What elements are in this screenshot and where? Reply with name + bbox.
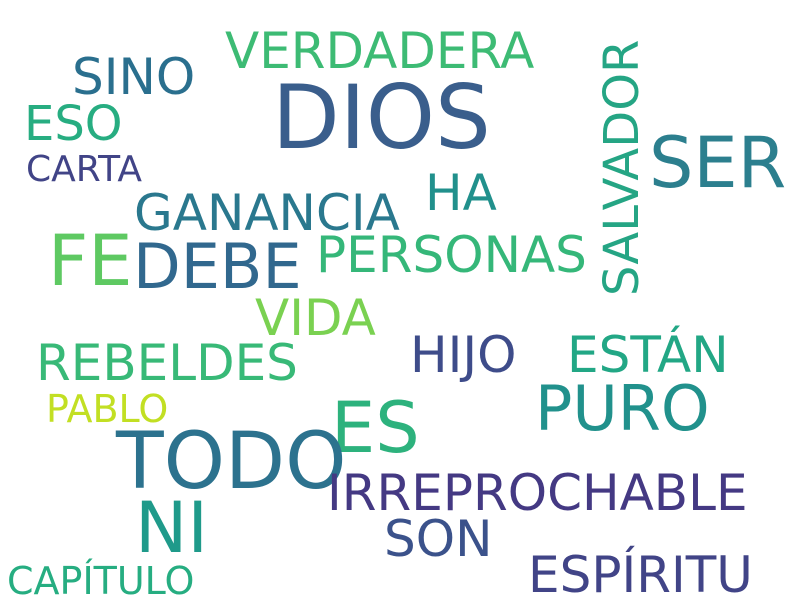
word-ha: HA [425, 164, 497, 222]
word-irreprochable: IRREPROCHABLE [327, 464, 748, 522]
word-pablo: PABLO [46, 387, 169, 431]
word-sino: SINO [72, 48, 196, 106]
word-ser: SER [649, 122, 787, 204]
word-hijo: HIJO [410, 326, 517, 384]
word-verdadera: VERDADERA [225, 22, 535, 80]
word-puro: PURO [535, 372, 710, 445]
word-estan: ESTÁN [567, 326, 729, 384]
word-debe: DEBE [133, 230, 302, 303]
word-espiritu: ESPÍRITU [528, 546, 753, 604]
word-vida: VIDA [255, 289, 376, 347]
word-es: ES [331, 387, 420, 469]
word-salvador: SALVADOR [594, 39, 650, 296]
word-eso: ESO [24, 96, 123, 152]
word-personas: PERSONAS [316, 226, 587, 284]
word-ni: NI [135, 487, 209, 569]
word-fe: FE [48, 220, 133, 302]
word-ganancia: GANANCIA [134, 184, 400, 242]
word-son: SON [384, 510, 493, 568]
word-carta: CARTA [26, 149, 142, 190]
word-dios: DIOS [272, 66, 491, 169]
word-rebeldes: REBELDES [36, 334, 298, 392]
word-todo: TODO [116, 417, 347, 507]
word-capitulo: CAPÍTULO [7, 559, 195, 603]
